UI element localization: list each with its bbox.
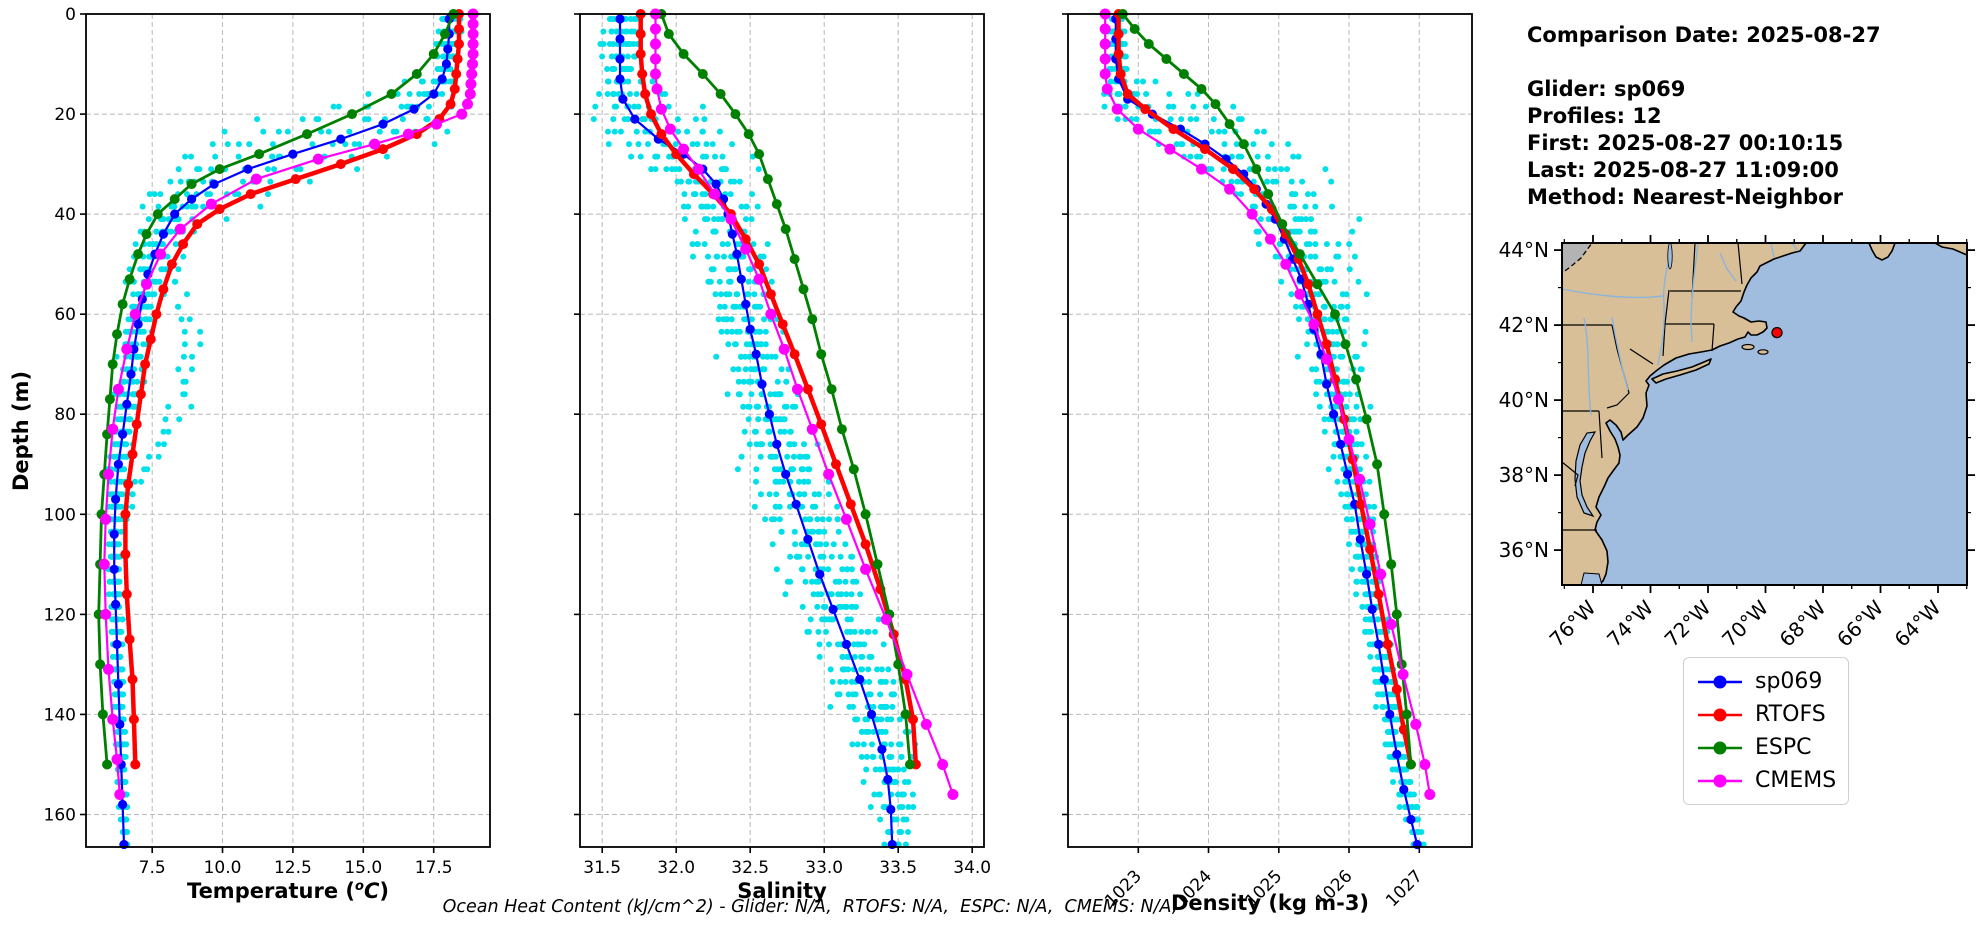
legend-line-dot-icon <box>1698 774 1742 787</box>
svg-text:40°N: 40°N <box>1499 388 1549 412</box>
map-nova-scotia <box>1867 242 1897 261</box>
legend-item-rtofs: RTOFS <box>1696 698 1836 731</box>
map-land-mainland <box>1561 242 1807 586</box>
svg-text:32.0: 32.0 <box>657 858 695 878</box>
map-rivers <box>1561 242 1799 416</box>
legend-line-dot-icon <box>1698 675 1742 688</box>
glider-name: Glider: sp069 <box>1527 77 1686 101</box>
map-state-borders <box>1561 242 1743 531</box>
series-CMEMS <box>1099 8 1436 800</box>
svg-text:66°W: 66°W <box>1832 595 1888 651</box>
salinity-profile: 31.5 32.0 32.5 33.0 33.5 34.0 <box>574 8 991 878</box>
svg-text:32.5: 32.5 <box>731 858 769 878</box>
temperature-axis-label: Temperature (oC) <box>187 879 389 903</box>
glider-raw-points <box>590 16 919 848</box>
svg-text:17.5: 17.5 <box>415 858 453 878</box>
svg-text:72°W: 72°W <box>1660 595 1716 651</box>
map-nantucket <box>1757 349 1769 355</box>
legend-label: CMEMS <box>1755 768 1837 793</box>
svg-text:15.0: 15.0 <box>344 858 382 878</box>
svg-text:160: 160 <box>44 806 76 826</box>
map-pamlico-sound <box>1580 572 1603 586</box>
profile-count: Profiles: 12 <box>1527 104 1662 128</box>
legend-item-espc: ESPC <box>1696 731 1836 764</box>
svg-text:31.5: 31.5 <box>583 858 621 878</box>
density-profile: 1023 1024 1025 1026 1027 <box>1062 8 1473 911</box>
tick-marks <box>1062 13 1421 853</box>
ocean-heat-content-note: Ocean Heat Content (kJ/cm^2) - Glider: N… <box>442 897 1178 917</box>
spacer-line <box>1527 49 1881 76</box>
svg-text:68°W: 68°W <box>1775 595 1831 651</box>
svg-text:44°N: 44°N <box>1499 238 1549 262</box>
axes-frame <box>579 13 985 848</box>
tick-labels: 7.5 10.0 12.5 15.0 17.5 0 20 40 60 80 100 120 140 160 <box>44 5 453 878</box>
svg-text:140: 140 <box>44 705 76 725</box>
axes-frame <box>85 13 491 848</box>
series-RTOFS <box>120 9 464 770</box>
legend-item-cmems: CMEMS <box>1696 764 1836 797</box>
comparison-info-panel: Comparison Date: 2025-08-27 Glider: sp06… <box>1527 22 1881 211</box>
svg-text:60: 60 <box>54 305 76 325</box>
map-marthas-vineyard <box>1741 343 1755 351</box>
svg-text:33.5: 33.5 <box>879 858 917 878</box>
map-chesapeake-bay <box>1574 431 1597 518</box>
salinity-axis-label: Salinity <box>737 879 827 903</box>
svg-text:74°W: 74°W <box>1602 595 1658 651</box>
series-CMEMS <box>650 8 959 800</box>
legend-line-dot-icon <box>1698 741 1742 754</box>
svg-text:76°W: 76°W <box>1545 595 1601 651</box>
density-axis-label: Density (kg m-3) <box>1170 891 1370 915</box>
legend-item-sp069: sp069 <box>1696 665 1836 698</box>
series-sp069 <box>1111 14 1422 850</box>
comparison-date: Comparison Date: 2025-08-27 <box>1527 23 1881 47</box>
glider-raw-points <box>1101 16 1427 848</box>
map-lake-champlain <box>1667 242 1673 270</box>
svg-text:10.0: 10.0 <box>204 858 242 878</box>
series-ESPC <box>93 9 459 770</box>
svg-text:40: 40 <box>54 205 76 225</box>
depth-axis-label: Depth (m) <box>9 370 33 492</box>
svg-text:70°W: 70°W <box>1717 595 1773 651</box>
svg-text:0: 0 <box>65 5 76 25</box>
svg-text:36°N: 36°N <box>1499 538 1549 562</box>
glider-position-marker <box>1771 326 1783 339</box>
legend-label: RTOFS <box>1755 702 1826 727</box>
svg-text:33.0: 33.0 <box>805 858 843 878</box>
svg-text:42°N: 42°N <box>1499 313 1549 337</box>
tick-marks <box>80 13 435 853</box>
svg-text:34.0: 34.0 <box>953 858 991 878</box>
svg-text:12.5: 12.5 <box>274 858 312 878</box>
temperature-profile: 7.5 10.0 12.5 15.0 17.5 0 20 40 60 80 100 120 140 160 <box>44 5 491 878</box>
svg-text:20: 20 <box>54 105 76 125</box>
tick-marks <box>574 13 974 853</box>
first-profile-time: First: 2025-08-27 00:10:15 <box>1527 131 1844 155</box>
series-ESPC <box>1117 9 1416 770</box>
legend-label: ESPC <box>1755 735 1812 760</box>
svg-text:120: 120 <box>44 605 76 625</box>
legend-label: sp069 <box>1755 669 1823 694</box>
svg-text:64°W: 64°W <box>1890 595 1946 651</box>
gridlines <box>86 14 490 847</box>
profile-plots: 7.5 10.0 12.5 15.0 17.5 0 20 40 60 80 100 120 140 160… <box>44 5 1473 911</box>
series-RTOFS <box>635 9 921 770</box>
svg-text:80: 80 <box>54 405 76 425</box>
svg-text:7.5: 7.5 <box>139 858 166 878</box>
last-profile-time: Last: 2025-08-27 11:09:00 <box>1527 158 1839 182</box>
map-long-island <box>1651 358 1712 384</box>
legend: sp069 RTOFS ESPC CMEMS <box>1683 657 1849 805</box>
tick-labels: 31.5 32.0 32.5 33.0 33.5 34.0 <box>583 858 991 878</box>
method: Method: Nearest-Neighbor <box>1527 185 1843 209</box>
axes-frame <box>1067 13 1473 848</box>
legend-line-dot-icon <box>1698 708 1742 721</box>
svg-text:100: 100 <box>44 505 76 525</box>
svg-text:38°N: 38°N <box>1499 463 1549 487</box>
map-frame <box>1561 242 1968 586</box>
series-ESPC <box>656 9 915 770</box>
location-map: 44°N 42°N 40°N 38°N 36°N 76°W 74°W 72°W 70°W 68°W… <box>1499 235 1975 652</box>
series-CMEMS <box>98 8 479 800</box>
